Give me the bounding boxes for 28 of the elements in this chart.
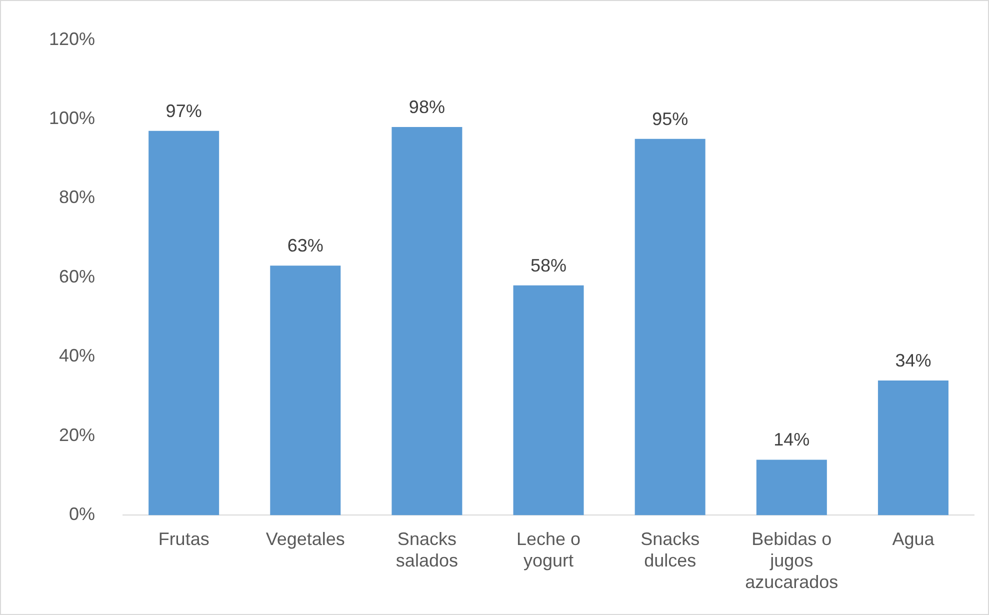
data-label: 63% (287, 236, 324, 256)
data-label: 98% (408, 96, 445, 117)
bar (513, 285, 584, 516)
data-label: 97% (166, 100, 202, 121)
x-tick-label: Frutas (158, 528, 210, 549)
x-tick-label: Agua (892, 528, 936, 549)
bar (634, 138, 706, 516)
x-tick-label: Snacks salados (396, 528, 458, 571)
y-tick-label: 40% (59, 346, 96, 366)
x-tick-label: Vegetales (266, 528, 345, 549)
x-tick-label: Bebidas o jugos azucarados (745, 528, 838, 592)
bar (392, 126, 462, 516)
y-tick-label: 120% (48, 28, 96, 49)
data-label: 14% (774, 430, 810, 450)
bar (270, 266, 341, 516)
bar (148, 130, 220, 516)
x-tick-label: Leche o yogurt (516, 528, 581, 571)
y-tick-label: 20% (59, 424, 96, 445)
y-tick-label: 60% (59, 266, 96, 286)
y-tick-label: 100% (48, 108, 96, 128)
data-label: 95% (652, 108, 688, 129)
data-label: 34% (895, 350, 932, 370)
x-tick-label: Snacks dulces (640, 528, 700, 571)
y-tick-label: 0% (69, 504, 96, 524)
bar (756, 460, 827, 516)
data-label: 58% (530, 255, 567, 276)
bar (878, 380, 948, 516)
y-tick-label: 80% (59, 187, 96, 208)
